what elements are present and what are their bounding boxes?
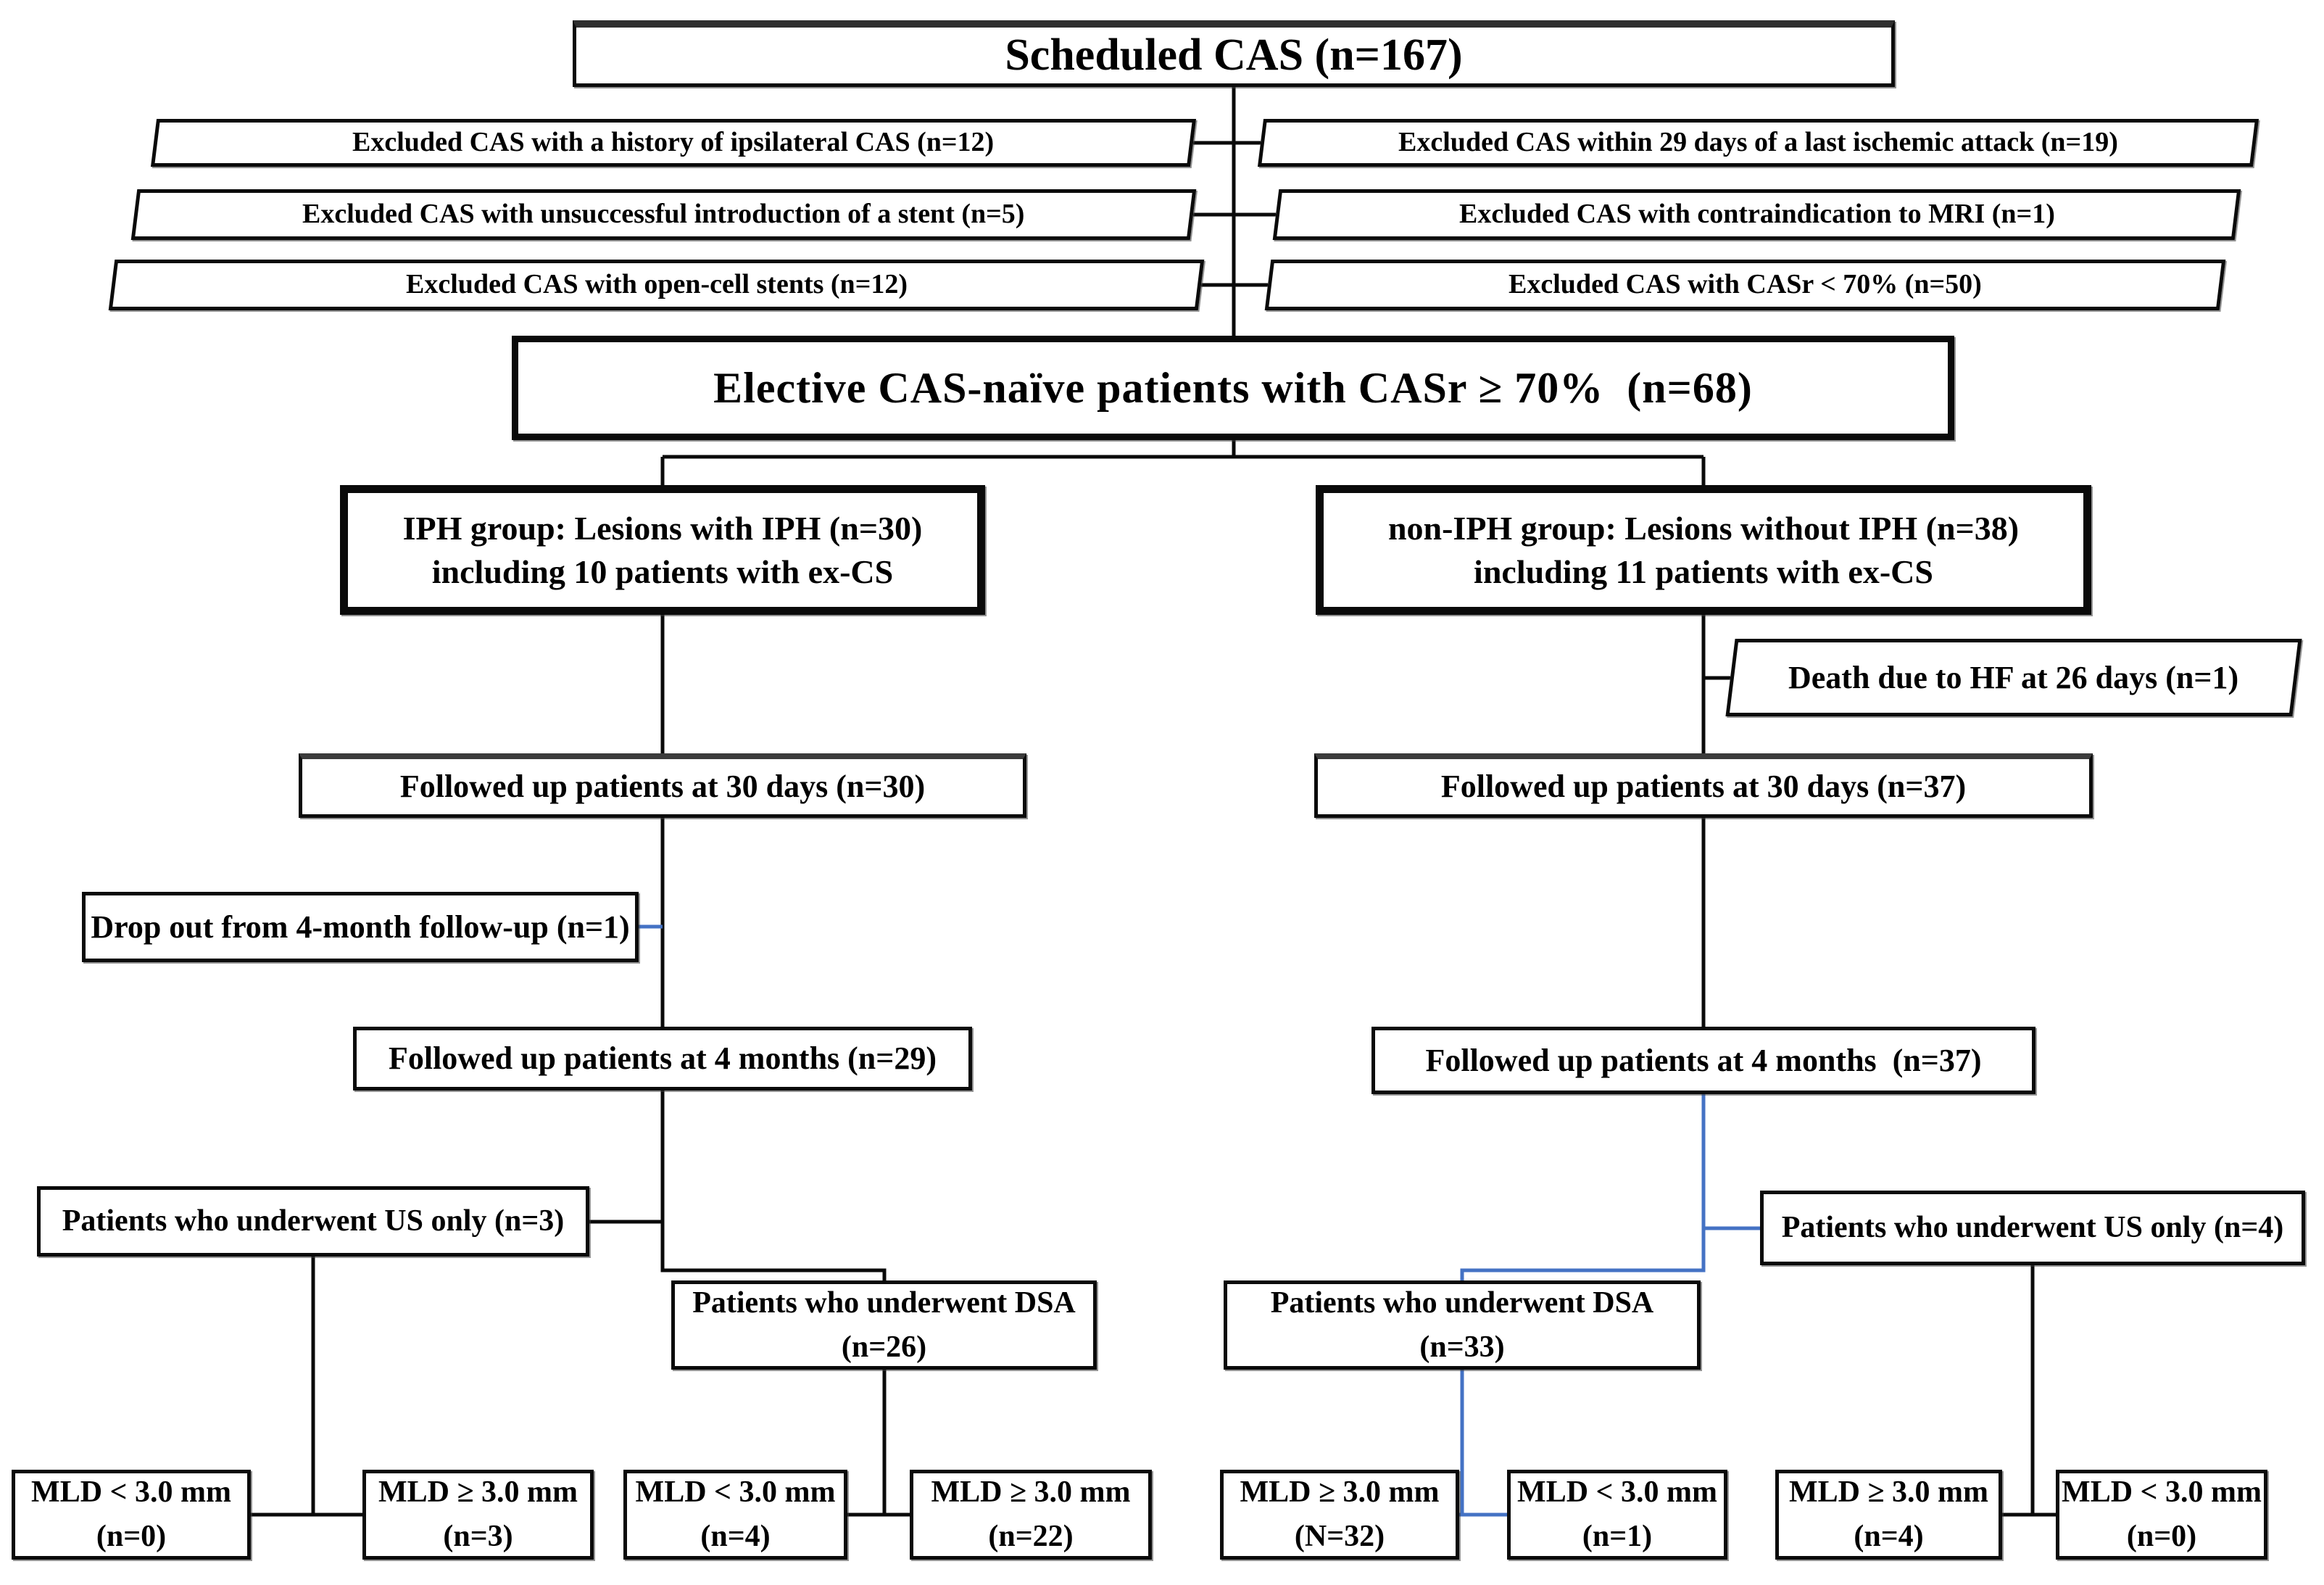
node-non-iph-group-line2: including 11 patients with ex-CS (1474, 553, 1933, 590)
node-mld-iph-us-ge-line2: (n=3) (443, 1520, 513, 1553)
node-followed-30d-non-iph: Followed up patients at 30 days (n=37) (1314, 753, 2093, 818)
node-us-only-iph-label: Patients who underwent US only (n=3) (62, 1204, 565, 1238)
node-mld-non-iph-us-ge-line2: (n=4) (1854, 1520, 1924, 1553)
node-scheduled-cas-label: Scheduled CAS (n=167) (1005, 30, 1463, 80)
node-mld-non-iph-us-lt-line2: (n=0) (2126, 1520, 2197, 1553)
edge-usonly-mld-noniph (2002, 1265, 2056, 1517)
node-dropout-4m: Drop out from 4-month follow-up (n=1) (82, 892, 639, 962)
node-death-hf-label: Death due to HF at 26 days (n=1) (1788, 659, 2239, 695)
node-us-only-non-iph: Patients who underwent US only (n=4) (1760, 1191, 2305, 1265)
node-dsa-non-iph-line2: (n=33) (1419, 1330, 1505, 1364)
node-dsa-non-iph-line1: Patients who underwent DSA (1270, 1286, 1654, 1320)
node-followed-4m-non-iph-label: Followed up patients at 4 months (n=37) (1425, 1042, 1982, 1078)
node-dropout-4m-label: Drop out from 4-month follow-up (n=1) (91, 909, 630, 945)
node-followed-4m-iph-label: Followed up patients at 4 months (n=29) (388, 1040, 937, 1077)
node-death-hf: Death due to HF at 26 days (n=1) (1725, 639, 2302, 716)
node-mld-iph-dsa-lt-line2: (n=4) (700, 1520, 771, 1553)
node-excluded-mri-contraindication: Excluded CAS with contraindication to MR… (1272, 189, 2241, 240)
node-non-iph-group: non-IPH group: Lesions without IPH (n=38… (1316, 485, 2091, 615)
node-mld-non-iph-us-lt: MLD < 3.0 mm (n=0) (2056, 1470, 2267, 1560)
node-mld-iph-us-lt: MLD < 3.0 mm (n=0) (12, 1470, 251, 1560)
node-excluded-open-cell-stents-label: Excluded CAS with open-cell stents (n=12… (405, 269, 908, 300)
edge-elective-split (660, 440, 1706, 485)
node-elective-cas-naive: Elective CAS-naïve patients with CASr ≥ … (512, 336, 1954, 440)
node-mld-non-iph-dsa-lt: MLD < 3.0 mm (n=1) (1507, 1470, 1727, 1560)
node-excluded-ipsilateral-cas: Excluded CAS with a history of ipsilater… (150, 119, 1197, 167)
node-followed-30d-non-iph-label: Followed up patients at 30 days (n=37) (1440, 769, 1967, 805)
node-dsa-iph-line2: (n=26) (841, 1330, 927, 1364)
node-excluded-unsuccessful-stent: Excluded CAS with unsuccessful introduct… (130, 189, 1197, 240)
node-mld-iph-dsa-ge-line2: (n=22) (988, 1520, 1074, 1553)
node-mld-iph-dsa-lt: MLD < 3.0 mm (n=4) (623, 1470, 847, 1560)
node-mld-non-iph-dsa-ge-line1: MLD ≥ 3.0 mm (1240, 1476, 1440, 1510)
edge-usonly-mld-iph (251, 1257, 362, 1517)
edge-dsa-mld-iph (847, 1370, 910, 1517)
node-excluded-casr-under-70: Excluded CAS with CASr < 70% (n=50) (1264, 260, 2226, 310)
node-excluded-ischemic-attack-label: Excluded CAS within 29 days of a last is… (1398, 127, 2118, 158)
node-mld-non-iph-us-lt-line1: MLD < 3.0 mm (2062, 1476, 2262, 1510)
node-mld-iph-dsa-ge: MLD ≥ 3.0 mm (n=22) (910, 1470, 1152, 1560)
node-excluded-ipsilateral-cas-label: Excluded CAS with a history of ipsilater… (352, 127, 995, 158)
edge-dsa-mld-noniph-blue (1459, 1370, 1507, 1517)
node-scheduled-cas: Scheduled CAS (n=167) (573, 20, 1895, 87)
node-elective-cas-naive-label: Elective CAS-naïve patients with CASr ≥ … (713, 364, 1753, 412)
node-non-iph-group-line1: non-IPH group: Lesions without IPH (n=38… (1387, 509, 2020, 547)
node-followed-4m-non-iph: Followed up patients at 4 months (n=37) (1371, 1027, 2035, 1094)
node-us-only-non-iph-label: Patients who underwent US only (n=4) (1781, 1211, 2284, 1245)
edge-followed4-dsa-noniph-blue (1460, 1094, 1706, 1280)
node-mld-non-iph-dsa-lt-line2: (n=1) (1582, 1520, 1653, 1553)
node-iph-group-line2: including 10 patients with ex-CS (431, 553, 894, 590)
node-dsa-iph: Patients who underwent DSA (n=26) (671, 1280, 1097, 1370)
node-mld-non-iph-us-ge: MLD ≥ 3.0 mm (n=4) (1775, 1470, 2002, 1560)
node-excluded-open-cell-stents: Excluded CAS with open-cell stents (n=12… (108, 260, 1205, 310)
node-followed-30d-iph-label: Followed up patients at 30 days (n=30) (399, 769, 926, 805)
node-dsa-iph-line1: Patients who underwent DSA (692, 1286, 1076, 1320)
node-followed-30d-iph: Followed up patients at 30 days (n=30) (299, 753, 1026, 818)
node-iph-group: IPH group: Lesions with IPH (n=30) inclu… (340, 485, 985, 615)
node-iph-group-line1: IPH group: Lesions with IPH (n=30) (402, 509, 923, 547)
node-mld-iph-us-lt-line1: MLD < 3.0 mm (31, 1476, 231, 1510)
node-us-only-iph: Patients who underwent US only (n=3) (37, 1186, 589, 1257)
node-mld-iph-us-ge: MLD ≥ 3.0 mm (n=3) (362, 1470, 594, 1560)
node-mld-non-iph-dsa-ge: MLD ≥ 3.0 mm (N=32) (1220, 1470, 1459, 1560)
node-mld-iph-us-ge-line1: MLD ≥ 3.0 mm (378, 1476, 578, 1510)
node-excluded-ischemic-attack: Excluded CAS within 29 days of a last is… (1257, 119, 2259, 167)
node-mld-non-iph-us-ge-line1: MLD ≥ 3.0 mm (1788, 1476, 1988, 1510)
node-mld-iph-dsa-ge-line1: MLD ≥ 3.0 mm (931, 1476, 1131, 1510)
edge-followed4-dsa-iph (660, 1091, 887, 1280)
node-excluded-mri-contraindication-label: Excluded CAS with contraindication to MR… (1458, 199, 2055, 230)
node-mld-iph-dsa-lt-line1: MLD < 3.0 mm (635, 1476, 836, 1510)
node-mld-non-iph-dsa-lt-line1: MLD < 3.0 mm (1517, 1476, 1717, 1510)
node-mld-iph-us-lt-line2: (n=0) (96, 1520, 167, 1553)
node-excluded-casr-under-70-label: Excluded CAS with CASr < 70% (n=50) (1508, 269, 1982, 300)
node-followed-4m-iph: Followed up patients at 4 months (n=29) (353, 1027, 972, 1091)
node-excluded-unsuccessful-stent-label: Excluded CAS with unsuccessful introduct… (302, 199, 1025, 230)
node-mld-non-iph-dsa-ge-line2: (N=32) (1294, 1520, 1385, 1553)
node-dsa-non-iph: Patients who underwent DSA (n=33) (1224, 1280, 1701, 1370)
